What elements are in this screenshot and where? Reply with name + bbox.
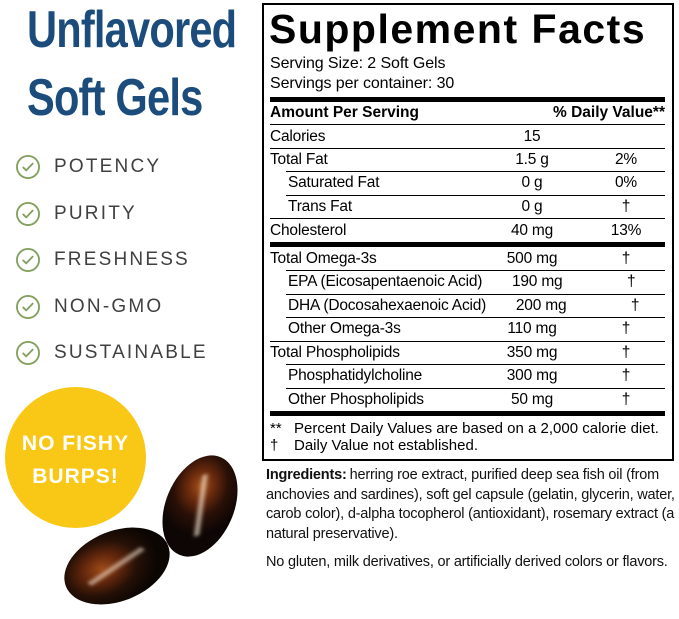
nutrient-amount: 500 mg [506, 249, 558, 267]
nutrient-amount: 1.5 g [515, 151, 549, 169]
table-row: Calories 15 [270, 124, 665, 148]
feature-item-purity: PURITY [15, 191, 208, 238]
table-row: Other Phospholipids 50 mg † [270, 387, 665, 412]
nutrient-table: Calories 15 Total Fat 1.5 g 2% Saturated… [270, 124, 665, 417]
serving-size: Serving Size: 2 Soft Gels [270, 55, 446, 73]
product-title-line-2: Soft Gels [27, 69, 203, 127]
nutrient-dv: † [621, 197, 631, 215]
divider-thick [270, 97, 665, 103]
panel-title: Supplement Facts [269, 6, 647, 52]
feature-label: PURITY [54, 202, 137, 224]
nutrient-amount: 0 g [521, 197, 543, 215]
divider-thick [270, 411, 665, 417]
nutrient-dv: 13% [610, 221, 642, 239]
nutrient-amount: 190 mg [511, 273, 563, 291]
nutrient-label: Other Phospholipids [288, 390, 424, 408]
badge-text-line-1: NO FISHY [21, 431, 130, 455]
nutrient-amount: 350 mg [506, 344, 558, 362]
nutrient-label: Total Omega-3s [270, 249, 377, 267]
table-row: Other Omega-3s 110 mg † [270, 317, 665, 341]
divider-thick [270, 241, 665, 247]
table-row: EPA (Eicosapentaenoic Acid) 190 mg † [270, 270, 665, 294]
footnote-dv-not-established: † Daily Value not established. [270, 437, 665, 454]
feature-item-non-gmo: NON-GMO [15, 284, 208, 331]
nutrient-dv: 0% [614, 174, 637, 192]
nutrient-dv: † [621, 367, 631, 385]
table-row: Total Omega-3s 500 mg † [270, 247, 665, 271]
nutrient-dv: † [621, 390, 631, 408]
table-row: Trans Fat 0 g † [270, 194, 665, 219]
nutrient-label: Saturated Fat [288, 174, 380, 192]
nutrient-amount: 50 mg [510, 390, 554, 408]
feature-checklist: POTENCY PURITY FRESHNESS NON-GMO SUSTAIN… [15, 144, 208, 377]
nutrient-amount: 40 mg [510, 221, 554, 239]
nutrient-dv: † [621, 344, 631, 362]
table-header: Amount Per Serving % Daily Value** [270, 102, 665, 124]
footnote-text: Percent Daily Values are based on a 2,00… [294, 420, 659, 438]
nutrient-label: EPA (Eicosapentaenoic Acid) [288, 273, 483, 291]
footnote-daily-values: ** Percent Daily Values are based on a 2… [270, 420, 665, 437]
nutrient-dv: † [621, 320, 631, 338]
check-circle-icon [16, 248, 40, 273]
feature-label: SUSTAINABLE [54, 342, 208, 364]
footnote-marker: † [270, 437, 279, 455]
nutrient-label: Calories [270, 127, 326, 145]
capsule-highlight [170, 467, 233, 544]
ingredients-label: Ingredients: [266, 467, 347, 483]
capsule-highlight [77, 536, 155, 597]
nutrient-amount: 200 mg [515, 296, 567, 314]
no-fishy-burps-badge: NO FISHY BURPS! [5, 387, 146, 528]
check-circle-icon [16, 201, 40, 226]
nutrient-label: Total Phospholipids [270, 344, 400, 362]
check-circle-icon [16, 341, 40, 366]
nutrient-label: DHA (Docosahexaenoic Acid) [288, 296, 487, 314]
allergen-note: No gluten, milk derivatives, or artifici… [266, 554, 668, 570]
product-title-line-1: Unflavored [27, 1, 237, 59]
ingredients-section: Ingredients: herring roe extract, purifie… [266, 466, 676, 573]
feature-label: NON-GMO [54, 295, 164, 317]
check-circle-icon [16, 294, 40, 319]
table-row: Total Phospholipids 350 mg † [270, 340, 665, 365]
nutrient-label: Total Fat [270, 151, 328, 169]
nutrient-label: Cholesterol [270, 221, 347, 239]
nutrient-label: Other Omega-3s [288, 320, 401, 338]
nutrient-dv: † [627, 273, 636, 291]
feature-item-potency: POTENCY [15, 144, 208, 191]
table-row: Cholesterol 40 mg 13% [270, 218, 665, 242]
nutrient-amount: 110 mg [507, 320, 557, 338]
servings-per-container: Servings per container: 30 [270, 75, 455, 93]
footnote-marker: ** [270, 420, 282, 438]
nutrient-dv: † [630, 296, 640, 314]
ingredients-paragraph: Ingredients: herring roe extract, purifie… [266, 466, 676, 544]
nutrient-amount: 0 g [521, 174, 543, 192]
feature-item-sustainable: SUSTAINABLE [15, 330, 208, 377]
table-row: Phosphatidylcholine 300 mg † [270, 364, 665, 388]
badge-text-line-2: BURPS! [32, 464, 119, 488]
header-amount-per-serving: Amount Per Serving [270, 104, 419, 122]
nutrient-amount: 300 mg [506, 367, 558, 385]
nutrient-label: Trans Fat [288, 197, 352, 215]
supplement-facts-panel: Supplement Facts Serving Size: 2 Soft Ge… [262, 3, 674, 461]
nutrient-label: Phosphatidylcholine [288, 367, 423, 385]
ingredients-text: herring roe extract, purified deep sea f… [266, 467, 675, 542]
nutrient-dv: † [621, 249, 631, 267]
nutrient-dv: 2% [614, 151, 637, 169]
feature-label: POTENCY [54, 156, 162, 178]
table-row: Saturated Fat 0 g 0% [270, 171, 665, 195]
nutrient-amount: 15 [523, 127, 541, 145]
feature-label: FRESHNESS [54, 249, 190, 271]
table-row: Total Fat 1.5 g 2% [270, 147, 665, 172]
table-row: DHA (Docosahexaenoic Acid) 200 mg † [270, 293, 665, 318]
header-daily-value: % Daily Value** [552, 104, 665, 122]
footnotes: ** Percent Daily Values are based on a 2… [270, 416, 665, 454]
check-circle-icon [16, 155, 40, 180]
feature-item-freshness: FRESHNESS [15, 237, 208, 284]
footnote-text: Daily Value not established. [294, 437, 478, 455]
